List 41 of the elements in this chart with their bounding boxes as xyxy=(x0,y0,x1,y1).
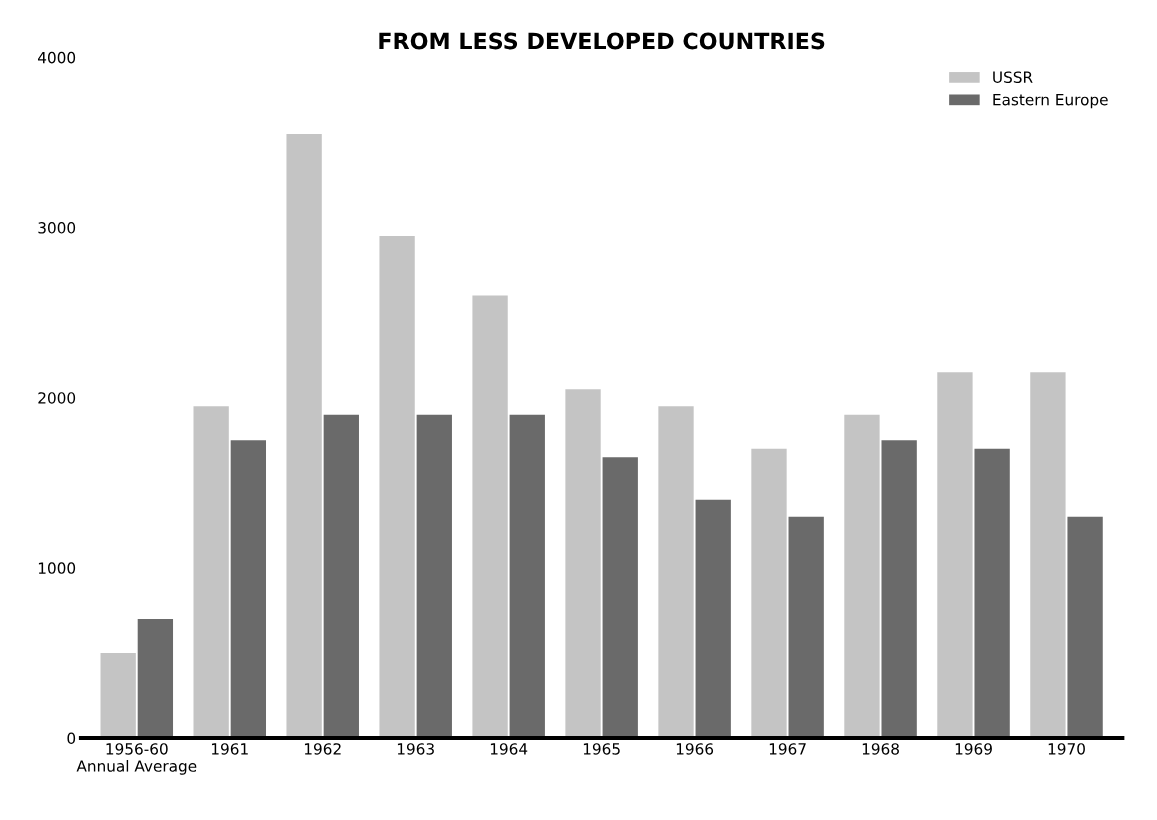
bar xyxy=(1067,516,1103,738)
bar xyxy=(658,406,694,738)
y-tick-label: 0 xyxy=(67,732,76,745)
y-tick-label: 3000 xyxy=(38,222,76,234)
x-tick-label: 1966 xyxy=(676,743,714,755)
bar xyxy=(472,295,508,738)
bar xyxy=(695,499,731,738)
bar xyxy=(230,440,267,738)
bar xyxy=(937,372,973,738)
x-tick-label: 1965 xyxy=(583,743,620,755)
bar xyxy=(565,389,601,738)
bar xyxy=(509,414,545,738)
bar xyxy=(974,448,1010,738)
x-tick-label: 1964 xyxy=(490,743,528,755)
bar xyxy=(379,236,415,738)
chart-title: FROM LESS DEVELOPED COUNTRIES xyxy=(379,32,825,50)
bar xyxy=(881,440,917,738)
x-tick-label: 1968 xyxy=(862,743,899,755)
bar xyxy=(323,414,359,738)
bar xyxy=(844,414,880,738)
bar xyxy=(286,133,322,738)
x-tick-label: 1961 xyxy=(211,743,248,755)
y-tick-label: 2000 xyxy=(38,392,76,404)
bar xyxy=(788,516,824,738)
x-tick-label: 1963 xyxy=(397,743,434,755)
legend-label: USSR xyxy=(993,71,1033,83)
bar xyxy=(416,414,452,738)
x-tick-label: 1962 xyxy=(304,743,341,755)
bar xyxy=(751,448,787,738)
bar xyxy=(193,406,229,738)
legend-label: Eastern Europe xyxy=(993,94,1108,109)
bar xyxy=(100,652,136,738)
bar xyxy=(602,457,638,738)
x-tick-label: 1970 xyxy=(1048,743,1085,755)
x-tick-label: 1967 xyxy=(769,743,806,755)
x-tick-label: 1956-60 Annual Average xyxy=(76,743,197,775)
x-tick-label: 1969 xyxy=(955,743,992,755)
y-tick-label: 4000 xyxy=(37,51,76,64)
y-tick-label: 1000 xyxy=(38,562,76,574)
bar xyxy=(1030,372,1066,738)
bar xyxy=(137,618,174,738)
